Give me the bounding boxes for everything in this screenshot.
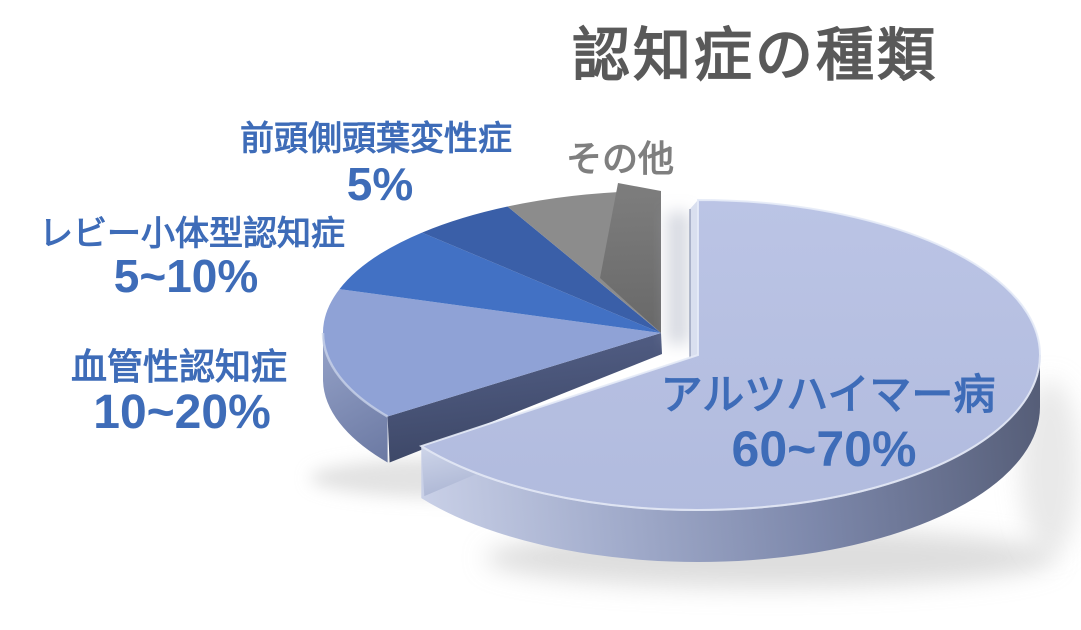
slice-frontotemporal-top[interactable] xyxy=(422,206,661,334)
label-lewy-body: レビー小体型認知症 xyxy=(39,215,345,253)
chart-title: 認知症の種類 xyxy=(571,23,939,88)
value-lewy-body: 5~10% xyxy=(113,250,259,302)
slice-alzheimers-side xyxy=(421,355,1040,563)
explosion-gap-shadow xyxy=(667,212,689,344)
slice-lewy-body-top[interactable] xyxy=(339,232,662,333)
slice-alzheimers-left-edge xyxy=(690,200,698,361)
label-frontotemporal: 前頭側頭葉変性症 xyxy=(240,120,512,158)
slice-other-cut-face xyxy=(600,183,661,333)
label-alzheimers: アルツハイマー病 xyxy=(660,371,996,418)
slice-vascular-top[interactable] xyxy=(322,289,661,417)
label-other: その他 xyxy=(565,138,675,179)
alzheimers-bevel-highlight xyxy=(420,354,1041,512)
label-vascular: 血管性認知症 xyxy=(70,346,288,387)
vascular-bevel-highlight xyxy=(321,332,389,418)
value-alzheimers: 60~70% xyxy=(731,421,917,477)
value-frontotemporal: 5% xyxy=(346,158,414,210)
value-vascular: 10~20% xyxy=(93,386,271,439)
slice-vascular-cut-face xyxy=(387,333,662,463)
slice-vascular-side xyxy=(323,333,388,463)
